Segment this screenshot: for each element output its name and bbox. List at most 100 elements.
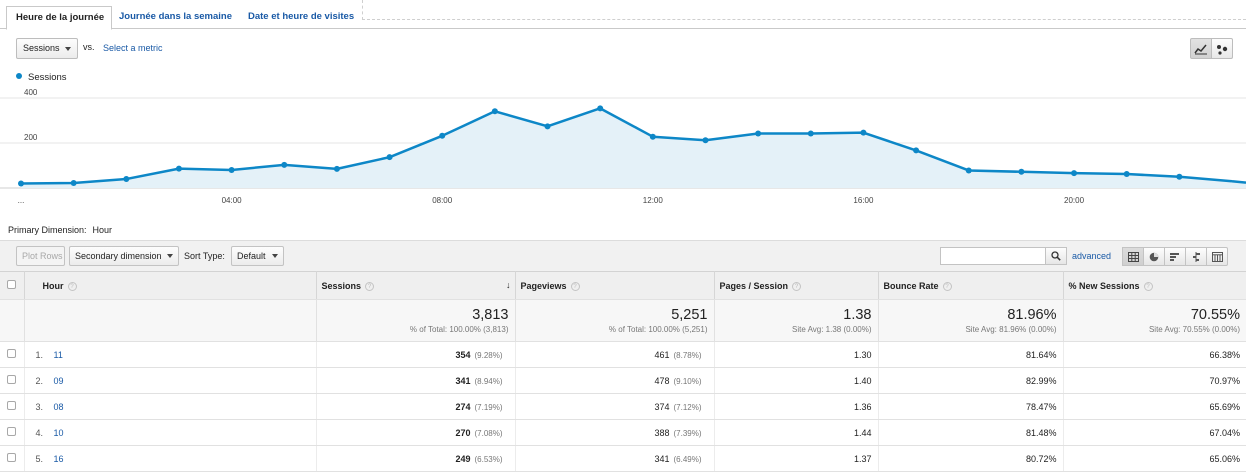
sessions-value: 249 — [455, 453, 471, 464]
pageviews-percent: (7.39%) — [673, 428, 702, 438]
hour-cell: 5. 16 — [24, 445, 317, 472]
primary-dimension-label: Primary Dimension: — [8, 225, 87, 235]
advanced-filter-link[interactable]: advanced — [1072, 251, 1112, 261]
table-toolbar: Plot Rows Secondary dimension Sort Type:… — [0, 240, 1246, 271]
pie-chart-icon — [1149, 252, 1159, 262]
line-chart-icon — [1194, 44, 1207, 55]
y-tick-label: 200 — [24, 133, 38, 142]
hour-link[interactable]: 09 — [53, 375, 64, 386]
hour-link[interactable]: 08 — [53, 401, 64, 412]
data-point — [386, 154, 393, 161]
row-checkbox[interactable] — [7, 453, 17, 462]
hour-link[interactable]: 10 — [53, 427, 64, 438]
vs-label: vs. — [83, 42, 95, 52]
table-row: 1. 11 354 (9.28%) 461 (8.78%) 1.30 81.64% 66.38% — [0, 341, 1246, 368]
data-point — [755, 130, 762, 137]
sessions-value: 270 — [455, 427, 471, 438]
row-number: 2. — [35, 375, 44, 386]
data-table-view-button[interactable] — [1122, 247, 1144, 266]
totals-row: 3,813 % of Total: 100.00% (3,813) 5,251 % … — [0, 299, 1246, 342]
data-point — [860, 129, 867, 136]
total-new-sessions-note: Site Avg: 70.55% (0.00%) — [1148, 325, 1240, 334]
percentage-view-button[interactable] — [1143, 247, 1165, 266]
data-point — [439, 132, 446, 139]
series-line-tail — [1231, 180, 1246, 184]
line-chart-toggle[interactable] — [1190, 38, 1212, 59]
new-sessions-cell: 66.38% — [1063, 341, 1246, 368]
report-table: Hour? Sessions? ↓ Pageviews? Pages / Sess… — [0, 271, 1246, 472]
row-number: 3. — [35, 401, 44, 412]
tab-date-et-heure-de-visites[interactable]: Date et heure de visites — [248, 11, 355, 22]
hour-link[interactable]: 16 — [53, 453, 64, 464]
help-icon[interactable]: ? — [365, 281, 375, 291]
data-point — [649, 133, 656, 140]
table-search-input[interactable] — [940, 247, 1046, 265]
pages-session-cell: 1.37 — [714, 445, 879, 472]
primary-dimension-value[interactable]: Hour — [92, 225, 113, 235]
comparison-view-button[interactable] — [1185, 247, 1207, 266]
select-metric-link[interactable]: Select a metric — [103, 43, 163, 53]
x-tick-label: 04:00 — [222, 196, 243, 205]
x-tick-label: 20:00 — [1064, 196, 1085, 205]
hour-link[interactable]: 11 — [53, 349, 63, 360]
sort-type-dropdown[interactable]: Default — [231, 246, 284, 266]
hour-cell: 1. 11 — [24, 341, 317, 368]
totals-empty — [24, 299, 317, 342]
tab-drop-area — [362, 0, 1246, 20]
comparison-icon — [1193, 252, 1200, 262]
x-tick-label: ... — [18, 196, 25, 205]
motion-chart-toggle[interactable] — [1211, 38, 1233, 59]
pageviews-value: 478 — [654, 375, 670, 386]
sessions-value: 274 — [455, 401, 471, 412]
performance-view-button[interactable] — [1164, 247, 1186, 266]
pivot-view-button[interactable] — [1206, 247, 1228, 266]
sessions-percent: (7.19%) — [474, 402, 503, 412]
pageviews-value: 461 — [654, 349, 670, 360]
help-icon[interactable]: ? — [792, 281, 802, 291]
legend-marker — [16, 73, 22, 79]
data-point — [228, 167, 235, 173]
pages-session-cell: 1.36 — [714, 393, 879, 420]
total-pages-session-value: 1.38 — [843, 307, 872, 323]
help-icon[interactable]: ? — [942, 281, 952, 291]
help-icon[interactable]: ? — [570, 281, 580, 291]
data-point — [965, 167, 972, 174]
select-all-checkbox[interactable] — [7, 280, 17, 289]
header-hour[interactable]: Hour? — [24, 271, 317, 300]
header-sessions[interactable]: Sessions? ↓ — [316, 271, 516, 300]
pageviews-percent: (6.49%) — [673, 454, 702, 464]
chevron-down-icon — [167, 254, 173, 258]
chevron-down-icon — [272, 254, 278, 258]
search-button[interactable] — [1045, 247, 1067, 265]
row-checkbox-cell — [0, 419, 25, 446]
data-point — [1018, 168, 1025, 175]
header-pageviews[interactable]: Pageviews? — [515, 271, 715, 300]
row-number: 5. — [35, 453, 44, 464]
total-bounce-rate-note: Site Avg: 81.96% (0.00%) — [965, 325, 1057, 334]
pageviews-cell: 341 (6.49%) — [515, 445, 715, 472]
header-new-sessions[interactable]: % New Sessions? — [1063, 271, 1246, 300]
tab-journee-dans-la-semaine[interactable]: Journée dans la semaine — [119, 11, 232, 22]
row-checkbox[interactable] — [7, 349, 17, 358]
help-icon[interactable]: ? — [67, 281, 77, 291]
data-point — [333, 165, 340, 172]
row-checkbox[interactable] — [7, 401, 17, 410]
table-row: 3. 08 274 (7.19%) 374 (7.12%) 1.36 78.47% 65.69% — [0, 393, 1246, 420]
total-pages-session-note: Site Avg: 1.38 (0.00%) — [792, 325, 872, 334]
header-pages-session[interactable]: Pages / Session? — [714, 271, 879, 300]
bounce-rate-cell: 78.47% — [878, 393, 1064, 420]
report-tabs: Heure de la journée Journée dans la sema… — [0, 0, 1246, 30]
data-point — [281, 161, 288, 168]
sort-descending-icon: ↓ — [506, 280, 511, 290]
row-checkbox[interactable] — [7, 427, 17, 436]
plot-rows-button[interactable]: Plot Rows — [16, 246, 65, 266]
tab-heure-de-la-journee[interactable]: Heure de la journée — [6, 6, 112, 30]
data-point — [491, 108, 498, 115]
table-row: 5. 16 249 (6.53%) 341 (6.49%) 1.37 80.72% 65.06% — [0, 445, 1246, 472]
secondary-dimension-dropdown[interactable]: Secondary dimension — [69, 246, 179, 266]
row-checkbox[interactable] — [7, 375, 17, 384]
help-icon[interactable]: ? — [1143, 281, 1153, 291]
header-bounce-rate[interactable]: Bounce Rate? — [878, 271, 1064, 300]
metric-dropdown[interactable]: Sessions — [16, 38, 78, 59]
y-tick-label: 400 — [24, 88, 38, 97]
